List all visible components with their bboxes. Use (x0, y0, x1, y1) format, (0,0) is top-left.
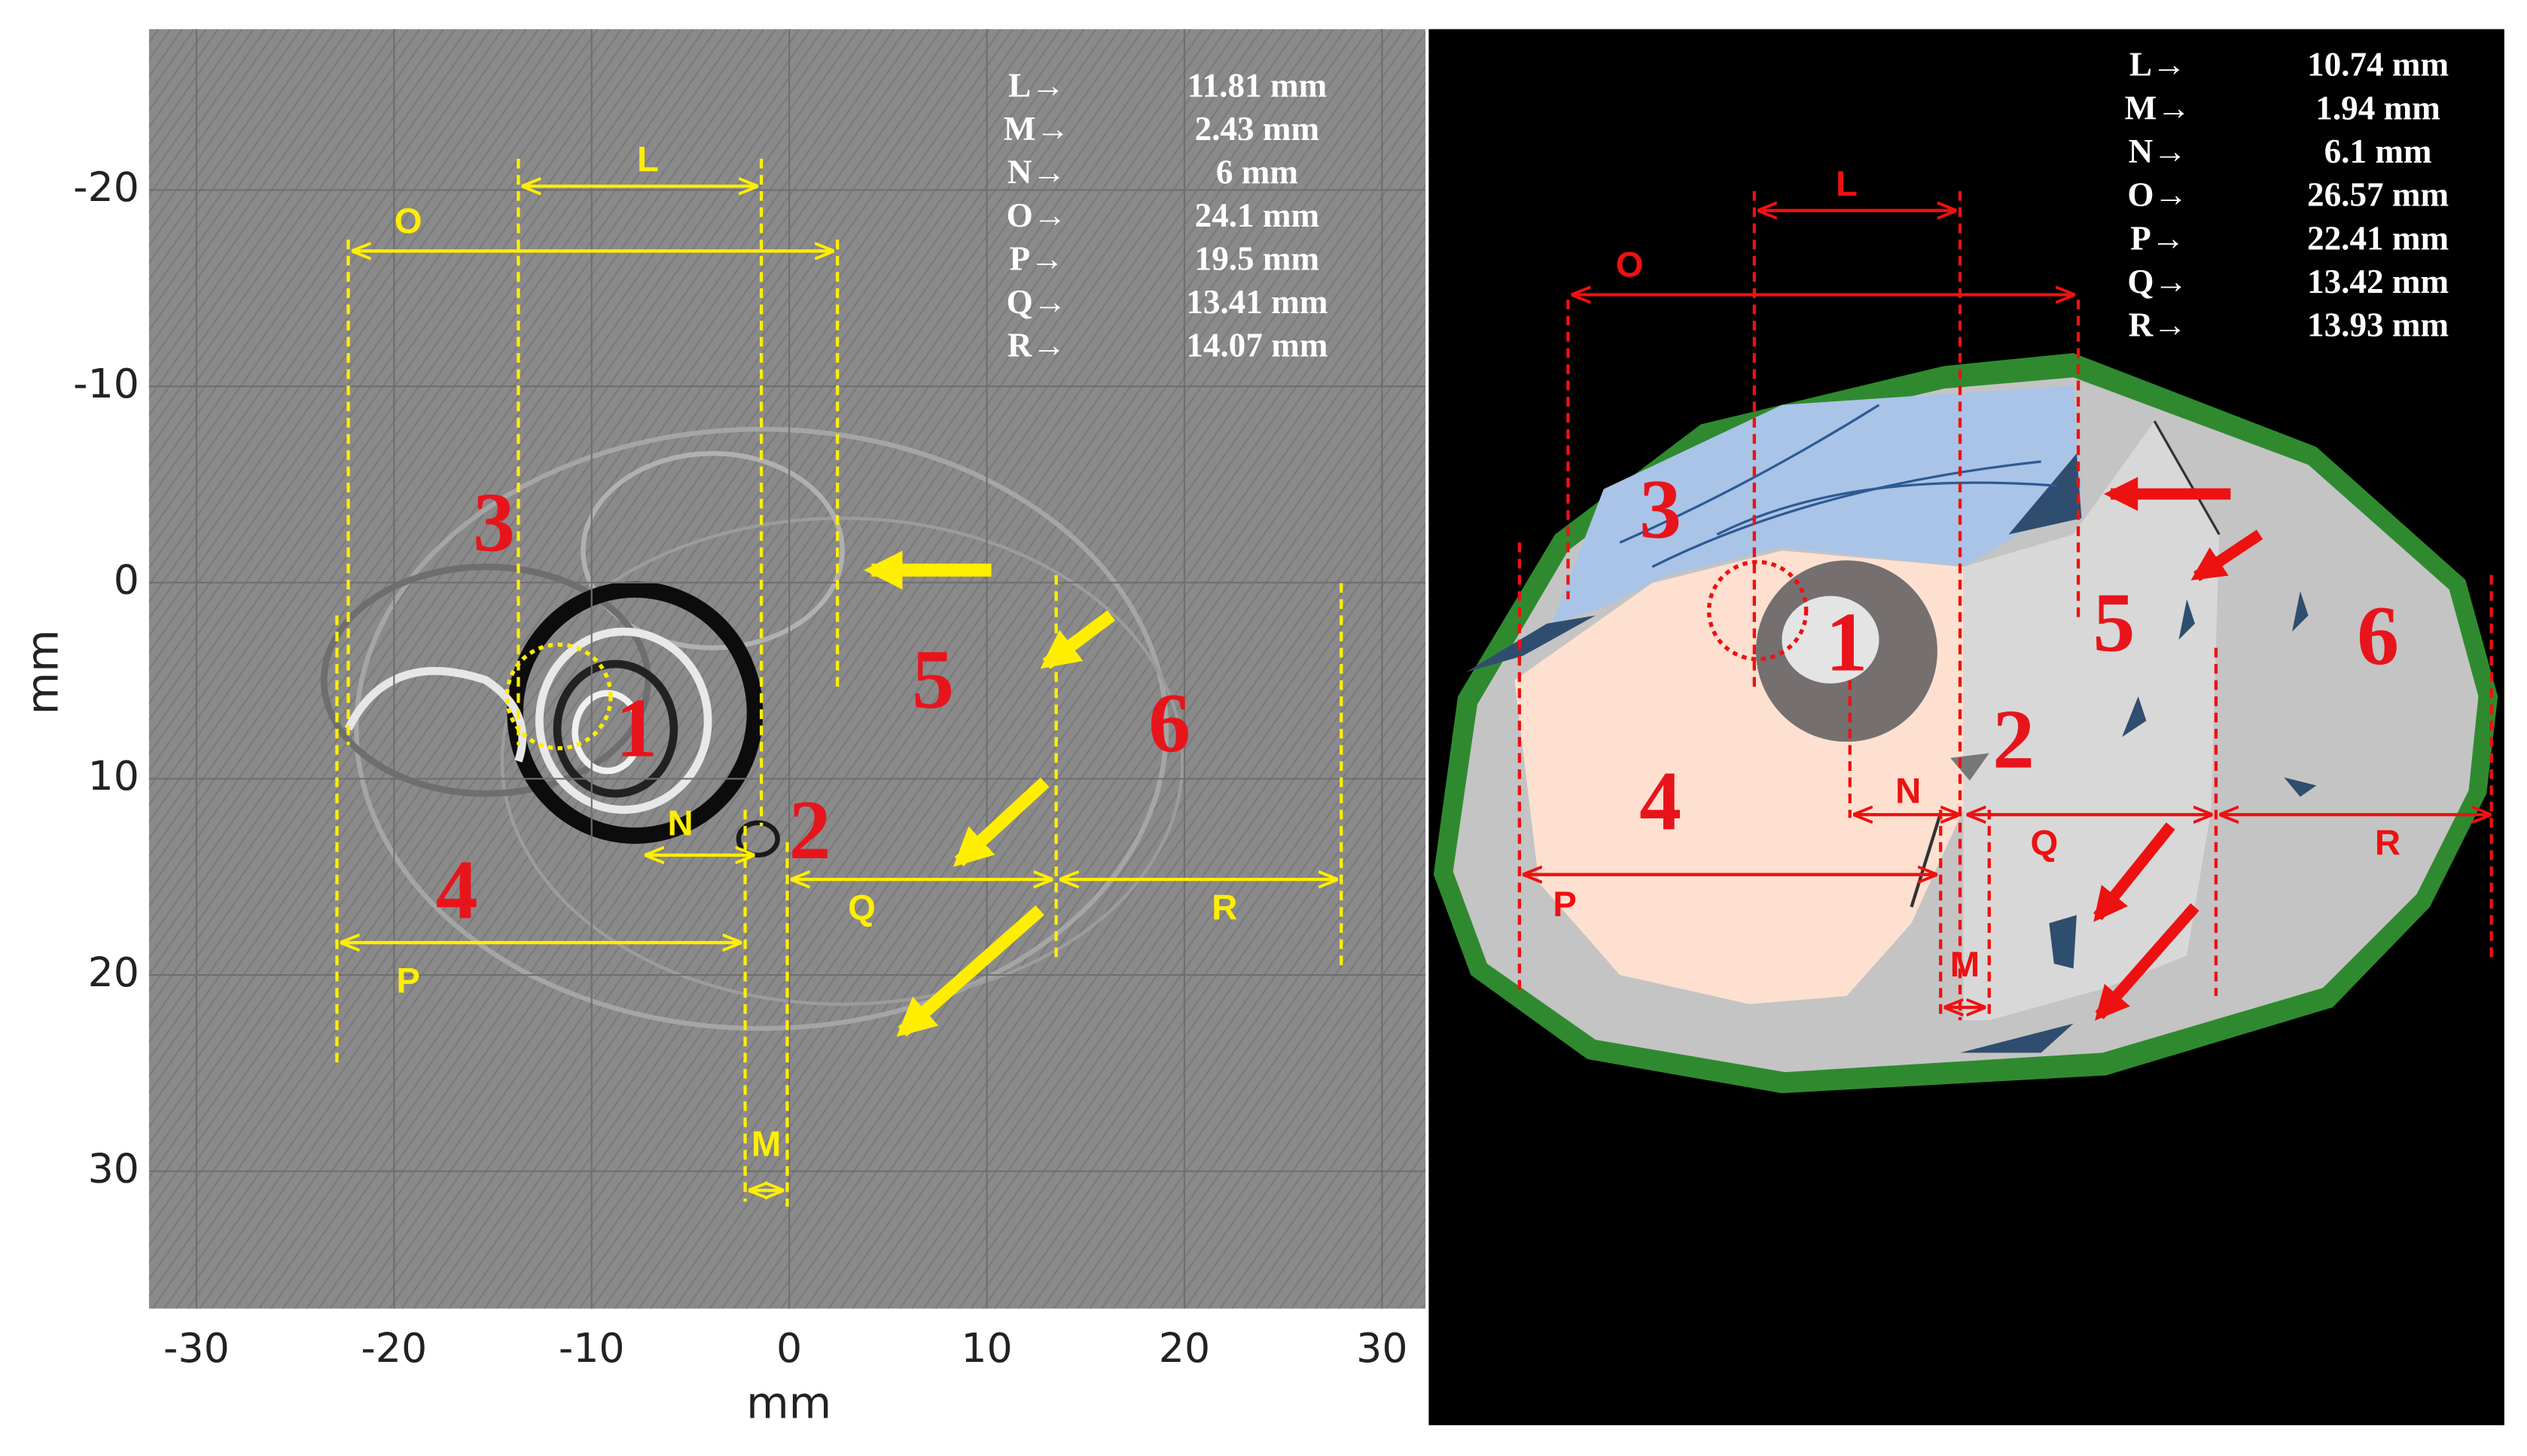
region-label: 2 (789, 784, 831, 877)
dimension-label: Q (2031, 823, 2059, 863)
measurement-value: 13.93 mm (2307, 306, 2449, 344)
highlight-circle (504, 642, 613, 751)
dimension-lines (1517, 190, 2493, 1021)
dimension-label: L (1836, 164, 1858, 204)
measurement-key: Q→ (2127, 263, 2187, 300)
measurement-key: R→ (2129, 306, 2187, 344)
measurement-value: 10.74 mm (2307, 46, 2449, 84)
right-panel (1428, 29, 2504, 1426)
region-label: 5 (912, 633, 954, 726)
scan-structures (320, 426, 1184, 1031)
measurement-value: 24.1 mm (1195, 196, 1320, 234)
measurement-key: P→ (1009, 239, 1064, 277)
dimension-label: P (1553, 885, 1577, 924)
y-tick-label: -10 (73, 360, 139, 407)
measurement-key: O→ (1007, 196, 1067, 234)
y-tick-label: 0 (114, 556, 139, 603)
x-tick-label: -10 (559, 1324, 625, 1372)
y-tick-label: -20 (73, 163, 139, 211)
region-label: 4 (1639, 754, 1681, 848)
highlight-circle (1706, 559, 1809, 662)
x-tick-label: -30 (163, 1324, 230, 1372)
measurement-value: 14.07 mm (1186, 326, 1328, 364)
dimension-label: R (2375, 823, 2400, 863)
x-tick-label: 10 (961, 1324, 1012, 1372)
measurement-value: 13.41 mm (1186, 283, 1328, 321)
measurement-key: M→ (2125, 89, 2191, 126)
measurement-key: N→ (1007, 154, 1066, 191)
y-tick-label: 30 (88, 1144, 139, 1192)
region-5 (1963, 421, 2220, 1021)
region-label: 1 (1825, 595, 1867, 689)
dimension-label: N (1895, 772, 1921, 812)
measurement-value: 13.42 mm (2307, 263, 2449, 300)
measurement-value: 19.5 mm (1195, 239, 1320, 277)
measurement-value: 22.41 mm (2307, 219, 2449, 257)
dimension-lines (335, 158, 1343, 1207)
measurement-key: Q→ (1007, 283, 1067, 321)
measurement-value: 26.57 mm (2307, 176, 2449, 214)
region-label: 3 (473, 476, 515, 569)
x-axis-label: mm (746, 1377, 831, 1428)
region-label: 1 (615, 682, 657, 775)
region-label: 2 (1992, 693, 2035, 787)
left-panel (148, 29, 1426, 1309)
dimension-label: Q (848, 888, 876, 928)
dimension-label: O (395, 201, 422, 241)
measurement-value: 2.43 mm (1195, 110, 1320, 148)
measurement-key: R→ (1007, 326, 1066, 364)
measurement-key: N→ (2129, 133, 2187, 170)
y-tick-label: 20 (88, 949, 139, 996)
region-label: 3 (1639, 463, 1681, 556)
measurement-key: L→ (2129, 46, 2186, 84)
dimension-label: L (637, 140, 659, 180)
dimension-label: R (1212, 888, 1237, 928)
measurement-key: P→ (2130, 219, 2185, 257)
region-label: 4 (436, 844, 478, 937)
dimension-label: M (751, 1125, 781, 1165)
fascia (2153, 420, 2221, 535)
septum (1910, 812, 1943, 908)
region-label: 6 (1148, 677, 1190, 770)
measurement-key: O→ (2127, 176, 2187, 214)
x-tick-label: 30 (1356, 1324, 1407, 1372)
arrows (864, 550, 1115, 1037)
measurement-key: M→ (1004, 110, 1070, 148)
x-tick-label: 0 (776, 1324, 802, 1372)
measurement-value: 6.1 mm (2324, 133, 2432, 170)
measurement-key: L→ (1008, 67, 1065, 105)
measurement-value: 11.81 mm (1187, 67, 1328, 105)
dimension-label: N (667, 804, 693, 844)
arrows (2093, 477, 2263, 1021)
x-tick-label: 20 (1159, 1324, 1210, 1372)
region-label: 6 (2357, 589, 2399, 683)
measurement-value: 1.94 mm (2315, 89, 2440, 126)
dimension-label: P (396, 961, 420, 1001)
marrow (1782, 595, 1879, 684)
region-label: 5 (2093, 577, 2135, 670)
measurement-value: 6 mm (1216, 154, 1298, 191)
y-axis-label: mm (17, 629, 68, 714)
x-tick-label: -20 (361, 1324, 427, 1372)
dimension-label: M (1950, 945, 1980, 985)
dimension-label: O (1616, 245, 1644, 285)
y-tick-label: 10 (88, 752, 139, 800)
